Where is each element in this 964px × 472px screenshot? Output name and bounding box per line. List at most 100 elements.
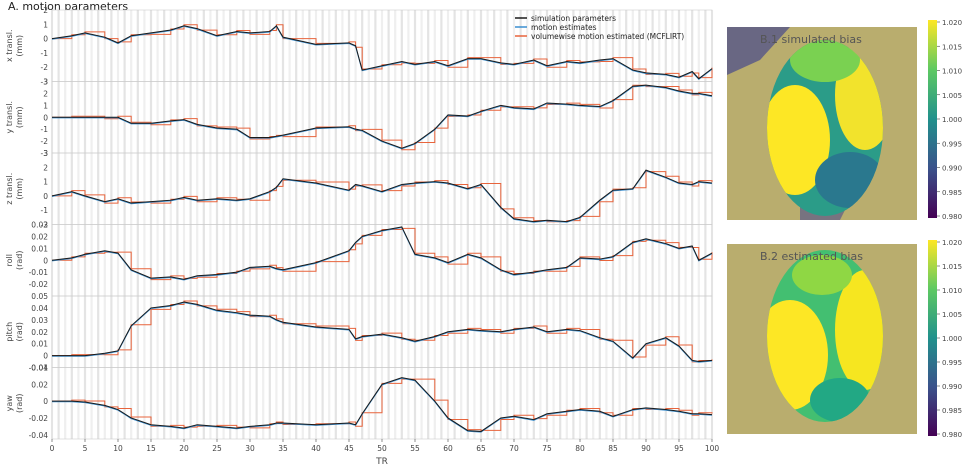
y-tick-label: -0.02	[29, 414, 49, 423]
series-estimate-line	[51, 170, 713, 223]
y-axis-label: roll	[5, 254, 14, 266]
y-tick-label: 2	[43, 163, 48, 172]
colorbar-tick-label: 0.995	[942, 140, 962, 148]
colorbar-tick-label: 1.010	[942, 68, 962, 76]
colorbar-tick-label: 1.000	[942, 335, 962, 343]
x-tick-label: 35	[278, 444, 288, 453]
y-tick-label: -1	[41, 49, 49, 58]
x-tick-label: 75	[542, 444, 552, 453]
heatmap-b2: B.2 estimated bias 1.0201.0151.0101.0051…	[727, 239, 962, 439]
x-tick-label: 40	[311, 444, 321, 453]
y-tick-label: 0.05	[31, 292, 48, 301]
y-tick-label: -3	[41, 78, 49, 87]
series-simulation-line	[52, 84, 713, 149]
y-tick-label: -1	[41, 206, 49, 215]
x-tick-label: 65	[476, 444, 486, 453]
x-tick-label: 30	[245, 444, 255, 453]
y-tick-label: 0.03	[31, 221, 48, 230]
y-tick-label: -0.02	[29, 280, 49, 289]
y-axis-label: (mm)	[15, 178, 24, 200]
y-tick-label: 0.02	[31, 232, 48, 241]
y-tick-label: 2	[43, 89, 48, 98]
y-axis-label: (mm)	[15, 106, 24, 128]
colorbar-b2-ticks: 1.020 1.015 1.010 1.005 1.000 0.995 0.990 0.985…	[937, 239, 962, 439]
series-simulation-line	[51, 24, 713, 80]
series-simulation-line	[52, 377, 713, 432]
colorbar-b1-ticks: 1.020 1.015 1.010 1.005 1.000 0.995 0.990 0.985…	[937, 19, 962, 221]
x-tick-label: 45	[344, 444, 354, 453]
x-tick-label: 95	[674, 444, 684, 453]
y-tick-label: 0.01	[31, 244, 48, 253]
colorbar-tick-label: 1.020	[942, 19, 962, 27]
x-tick-label: 10	[113, 444, 123, 453]
y-axis-label: pitch	[5, 322, 14, 342]
y-tick-label: 1	[43, 20, 48, 29]
colorbar-tick-label: 1.015	[942, 263, 962, 271]
y-tick-label: 0.04	[31, 364, 48, 373]
y-tick-label: 0.04	[31, 304, 48, 313]
series-estimate-line	[51, 25, 713, 80]
y-tick-label: 0.02	[31, 380, 48, 389]
y-tick-label: 2	[43, 6, 48, 15]
y-tick-label: -2	[41, 137, 49, 146]
heatmap-b2-title: B.2 estimated bias	[760, 250, 863, 263]
x-tick-label: 70	[509, 444, 519, 453]
y-tick-label: -0.04	[29, 431, 49, 440]
legend-entry-label: volumewise motion estimated (MCFLIRT)	[531, 32, 684, 41]
series-simulation-line	[51, 169, 713, 223]
series-mcflirt-line	[52, 378, 713, 431]
x-tick-label: 55	[410, 444, 420, 453]
y-tick-label: 1	[43, 101, 48, 110]
y-axis-label: x transl.	[5, 29, 14, 62]
x-tick-label: 85	[608, 444, 618, 453]
colorbar-tick-label: 0.980	[942, 431, 962, 439]
y-tick-label: -1	[41, 125, 49, 134]
y-tick-label: -0.01	[29, 268, 49, 277]
y-axis-label: z transl.	[5, 173, 14, 205]
colorbar-tick-label: 0.995	[942, 359, 962, 367]
colorbar-b2	[928, 240, 937, 436]
x-tick-label: 50	[377, 444, 387, 453]
colorbar-tick-label: 0.990	[942, 383, 962, 391]
y-axis-label: (mm)	[15, 35, 24, 57]
y-tick-label: 0.01	[31, 340, 48, 349]
y-tick-label: -2	[41, 221, 49, 230]
x-axis-label: TR	[375, 457, 388, 467]
y-tick-label: 0	[43, 256, 48, 265]
x-tick-label: 0	[50, 444, 55, 453]
x-tick-label: 60	[443, 444, 453, 453]
x-tick-label: 100	[705, 444, 720, 453]
heatmap-b1: B.1 simulated bias 1.0201.0151.0101.0051…	[727, 19, 962, 221]
y-tick-label: -2	[41, 63, 49, 72]
x-tick-label: 25	[212, 444, 222, 453]
series-estimate-line	[52, 377, 713, 433]
colorbar-tick-label: 1.000	[942, 116, 962, 124]
x-tick-label: 15	[146, 444, 156, 453]
x-tick-label: 20	[179, 444, 189, 453]
y-axis-label: yaw	[5, 395, 14, 412]
colorbar-tick-label: 0.980	[942, 213, 962, 221]
colorbar-tick-label: 0.990	[942, 165, 962, 173]
colorbar-tick-label: 1.005	[942, 92, 962, 100]
y-tick-label: 0	[43, 397, 48, 406]
legend-entry-label: simulation parameters	[531, 14, 616, 23]
y-tick-label: -3	[41, 149, 49, 158]
colorbar-tick-label: 1.010	[942, 287, 962, 295]
heatmap-b1-corner-shade	[727, 27, 790, 75]
y-tick-label: 0	[43, 192, 48, 201]
y-tick-label: 1	[43, 178, 48, 187]
y-tick-label: -0.01	[29, 364, 49, 373]
y-tick-label: 0.03	[31, 316, 48, 325]
y-axis-label: (rad)	[15, 322, 24, 342]
colorbar-tick-label: 1.015	[942, 43, 962, 51]
series-simulation-line	[52, 301, 713, 363]
heatmap-b1-blob-left	[767, 85, 830, 195]
heatmap-b2-blob-top	[792, 255, 852, 295]
y-tick-label: 0	[43, 352, 48, 361]
y-axis-label: y transl.	[5, 101, 14, 134]
y-tick-label: 0.02	[31, 328, 48, 337]
y-tick-label: 0	[43, 113, 48, 122]
colorbar-tick-label: 0.985	[942, 189, 962, 197]
